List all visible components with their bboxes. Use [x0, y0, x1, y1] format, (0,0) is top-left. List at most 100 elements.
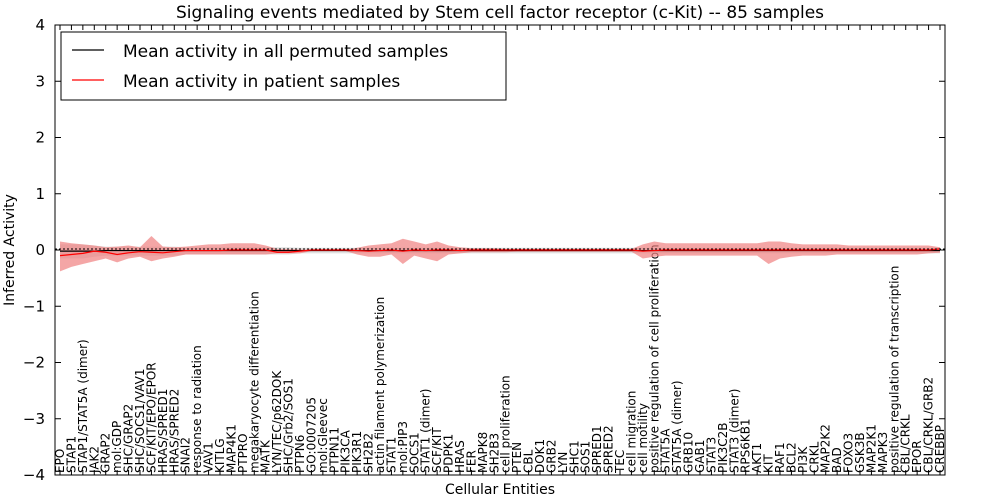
x-tick-label: mol:Gleevec	[316, 398, 330, 473]
x-axis-label: Cellular Entities	[445, 482, 555, 498]
legend-label-patient: Mean activity in patient samples	[123, 72, 400, 92]
x-tick-label: EPOR	[910, 440, 924, 473]
band-patient	[60, 235, 940, 272]
x-tick-label: BAD	[830, 447, 844, 473]
x-tick-label: PTPN6	[293, 435, 307, 473]
series-line-patient	[59, 248, 941, 257]
x-tick-label: positive regulation of cell proliferatio…	[647, 244, 661, 473]
x-tick-label: PTPRO	[236, 433, 250, 473]
x-tick-label: STAT5A	[659, 428, 673, 473]
x-tick-label: JAK2	[87, 446, 101, 474]
x-tick-label: STAP1/STAT5A (dimer)	[76, 339, 90, 473]
x-tick-label: GSK3B	[853, 432, 867, 473]
x-tick-label: PI3K	[796, 446, 810, 473]
y-tick-label: 4	[35, 16, 45, 34]
x-tick-label: SHC/GRAP2	[122, 404, 136, 473]
x-tick-label: SOCS1	[407, 432, 421, 473]
legend-label-permuted: Mean activity in all permuted samples	[123, 42, 448, 62]
x-tick-label: HRAS	[453, 440, 467, 473]
x-tick-label: STAT3	[704, 437, 718, 473]
y-tick-label: −1	[23, 297, 45, 315]
y-tick-label: −2	[23, 354, 45, 372]
x-tick-label: KITLG	[213, 438, 227, 473]
x-tick-label: SOS1	[579, 441, 593, 473]
x-tick-label: GRB10	[682, 432, 696, 473]
legend: Mean activity in all permuted samples Me…	[60, 31, 507, 101]
x-tick-label: SCF/KIT	[430, 427, 444, 473]
x-tick-label: STAP1	[64, 436, 78, 473]
x-tick-label: PIK3CA	[339, 429, 353, 473]
x-tick-label: TEC	[613, 450, 627, 474]
x-tick-label: SHC/Grb2/SOS1	[282, 378, 296, 473]
x-tick-label: mol:PIP3	[396, 421, 410, 473]
y-tick-label: 1	[35, 185, 45, 203]
x-tick-label: SH2B3	[487, 433, 501, 473]
x-tick-label: PTPN11	[327, 427, 341, 473]
x-tick-label: STAT3 (dimer)	[727, 389, 741, 473]
x-tick-label: EPO	[53, 449, 67, 473]
y-axis-ticks: −4 −3 −2 −1 0 1 2 3 4	[23, 16, 945, 484]
x-tick-label: STAT1	[384, 437, 398, 473]
x-tick-label: VAV1	[202, 442, 216, 473]
x-tick-label: mol:GDP	[110, 421, 124, 473]
x-tick-label: MAP4K1	[224, 424, 238, 473]
x-tick-label: SPRED1	[590, 425, 604, 473]
legend-box	[60, 31, 507, 101]
x-tick-label: HRAS/SPRED1	[156, 389, 170, 473]
confidence-bands	[60, 235, 940, 272]
x-tick-label: CBL	[522, 449, 536, 473]
series-lines	[59, 248, 941, 257]
x-tick-label: SNAI2	[179, 437, 193, 473]
y-tick-label: 2	[35, 129, 45, 147]
x-tick-label: RAF1	[773, 442, 787, 473]
x-tick-label: SH2B2	[362, 433, 376, 473]
x-tick-label: GRAP2	[99, 433, 113, 473]
x-tick-label: CBL/CRKL	[899, 414, 913, 473]
x-tick-label: cell motility	[636, 403, 650, 473]
x-tick-label: BCL2	[784, 442, 798, 473]
x-tick-label: SPRED2	[602, 425, 616, 473]
x-tick-label: cell proliferation	[499, 375, 513, 473]
x-tick-label: PIK3C2B	[716, 422, 730, 473]
x-tick-label: PIK3R1	[350, 431, 364, 473]
y-tick-label: 3	[35, 72, 45, 90]
x-tick-label: PDPK1	[442, 434, 456, 473]
x-tick-label: GO:0007205	[304, 397, 318, 473]
x-tick-label: MAP2K2	[819, 424, 833, 473]
x-tick-label: CRKL	[807, 441, 821, 473]
y-tick-label: −3	[23, 410, 45, 428]
x-tick-label: MAPK8	[476, 432, 490, 473]
y-axis-label: Inferred Activity	[2, 194, 18, 306]
x-tick-label: megakaryocyte differentiation	[247, 291, 261, 473]
x-tick-label: GRB2	[544, 439, 558, 473]
x-tick-label: LYN/TEC/p62DOK	[270, 370, 284, 473]
x-tick-label: cell migration	[624, 391, 638, 473]
x-tick-label: STAT1 (dimer)	[419, 389, 433, 473]
x-tick-label: CREBBP	[933, 425, 947, 473]
x-tick-label: SHC/SOCS1/VAV1	[133, 368, 147, 473]
x-tick-label: HRAS/SPRED2	[167, 389, 181, 473]
x-tick-label: AKT1	[750, 443, 764, 473]
x-tick-label: MAPK3	[876, 432, 890, 473]
x-tick-label: SHC1	[567, 440, 581, 473]
x-tick-label: RPS6KB1	[739, 418, 753, 473]
x-tick-label: DOK1	[533, 439, 547, 473]
chart-title: Signaling events mediated by Stem cell f…	[176, 3, 824, 23]
x-tick-label: response to radiation	[190, 345, 204, 473]
plot-frame	[54, 24, 946, 476]
y-tick-label: 0	[35, 241, 45, 259]
x-tick-label: PTEN	[510, 442, 524, 473]
x-tick-label: STAT5A (dimer)	[670, 380, 684, 473]
y-tick-label: −4	[23, 466, 45, 484]
x-tick-label: CBL/CRKL/GRB2	[922, 377, 936, 473]
x-tick-label: actin filament polymerization	[373, 297, 387, 473]
x-tick-label: LYN	[556, 452, 570, 473]
x-tick-label: SCF/KIT/EPO/EPOR	[144, 362, 158, 473]
x-tick-label: KIT	[762, 454, 776, 473]
x-tick-label: FOXO3	[842, 433, 856, 473]
x-tick-label: MAP2K1	[864, 424, 878, 473]
x-tick-label: positive regulation of transcription	[887, 266, 901, 473]
x-tick-label: GAB1	[693, 440, 707, 473]
